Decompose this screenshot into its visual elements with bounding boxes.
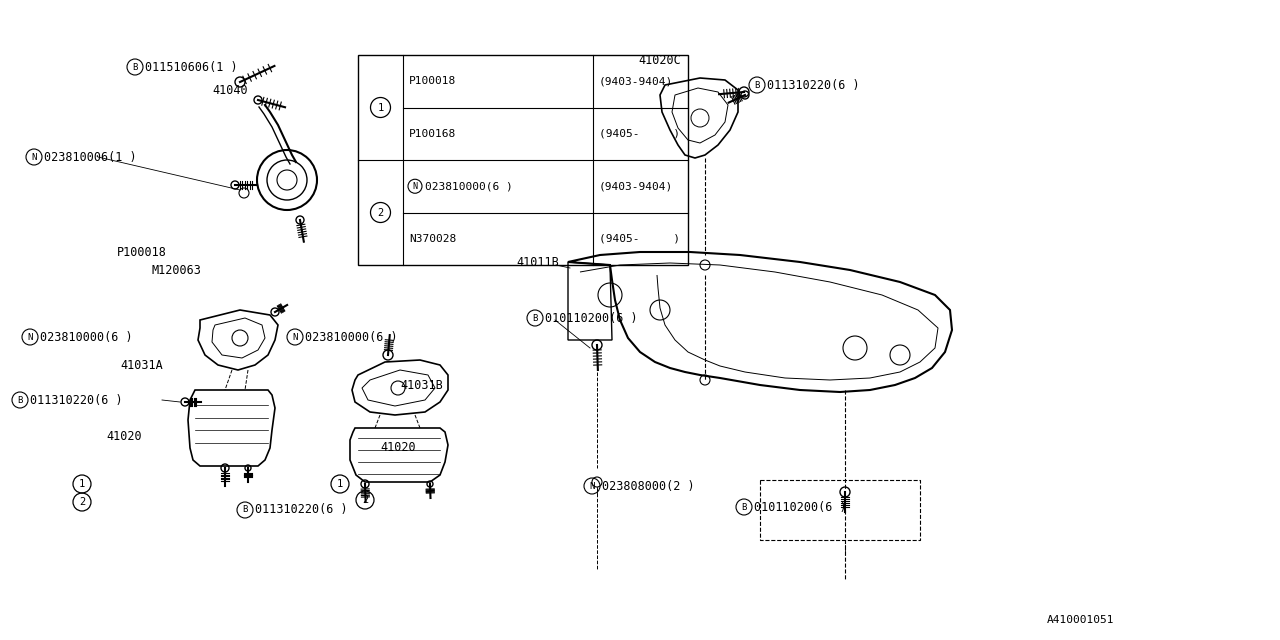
Text: 011510606(1 ): 011510606(1 ) bbox=[145, 61, 238, 74]
Text: 023808000(2 ): 023808000(2 ) bbox=[602, 479, 695, 493]
Text: 023810000(6 ): 023810000(6 ) bbox=[40, 330, 133, 344]
Text: 010110200(6 ): 010110200(6 ) bbox=[754, 500, 846, 513]
Text: (9403-9404): (9403-9404) bbox=[599, 181, 673, 191]
Text: N: N bbox=[412, 182, 417, 191]
Text: P100018: P100018 bbox=[116, 246, 166, 259]
Text: 010110200(6 ): 010110200(6 ) bbox=[545, 312, 637, 324]
Text: N370028: N370028 bbox=[410, 234, 456, 244]
Text: N: N bbox=[292, 333, 298, 342]
Text: 2: 2 bbox=[378, 207, 384, 218]
Text: (9403-9404): (9403-9404) bbox=[599, 76, 673, 86]
Text: 41020: 41020 bbox=[380, 440, 416, 454]
Text: A410001051: A410001051 bbox=[1047, 615, 1114, 625]
Text: N: N bbox=[589, 481, 595, 490]
Text: P100168: P100168 bbox=[410, 129, 456, 139]
Text: 011310220(6 ): 011310220(6 ) bbox=[767, 79, 860, 92]
Text: 41031B: 41031B bbox=[399, 378, 443, 392]
Text: (9405-     ): (9405- ) bbox=[599, 129, 680, 139]
Text: 41031A: 41031A bbox=[120, 358, 163, 371]
Text: B: B bbox=[532, 314, 538, 323]
Text: 023810006(1 ): 023810006(1 ) bbox=[44, 150, 137, 163]
Text: N: N bbox=[27, 333, 33, 342]
Text: 2: 2 bbox=[362, 495, 369, 505]
Text: B: B bbox=[18, 396, 23, 404]
Text: 011310220(6 ): 011310220(6 ) bbox=[29, 394, 123, 406]
Text: 41011B: 41011B bbox=[516, 255, 559, 269]
Text: N: N bbox=[31, 152, 37, 161]
Text: B: B bbox=[741, 502, 746, 511]
Text: 41020C: 41020C bbox=[637, 54, 681, 67]
Text: 41040: 41040 bbox=[212, 83, 247, 97]
Text: B: B bbox=[242, 506, 248, 515]
Text: (9405-     ): (9405- ) bbox=[599, 234, 680, 244]
Text: 1: 1 bbox=[337, 479, 343, 489]
Text: 1: 1 bbox=[79, 479, 86, 489]
Text: B: B bbox=[754, 81, 760, 90]
Text: 023810000(6 ): 023810000(6 ) bbox=[305, 330, 398, 344]
Bar bbox=[358, 55, 689, 265]
Text: 1: 1 bbox=[378, 102, 384, 113]
Text: 023810000(6 ): 023810000(6 ) bbox=[425, 181, 513, 191]
Text: 2: 2 bbox=[79, 497, 86, 507]
Text: 41020: 41020 bbox=[106, 429, 142, 442]
Text: P100018: P100018 bbox=[410, 76, 456, 86]
Text: B: B bbox=[132, 63, 138, 72]
Text: 011310220(6 ): 011310220(6 ) bbox=[255, 504, 348, 516]
Text: M120063: M120063 bbox=[152, 264, 202, 276]
